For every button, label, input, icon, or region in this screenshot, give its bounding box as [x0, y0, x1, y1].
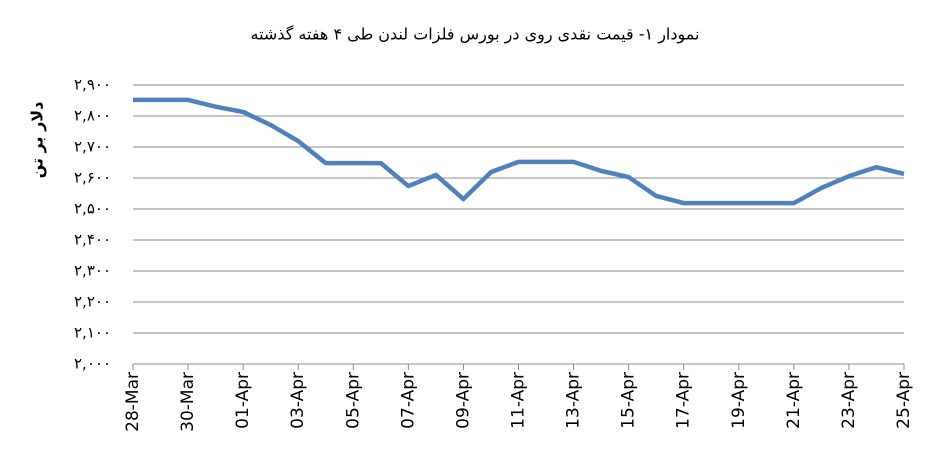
y-tick-label: ۲,۱۰۰ [74, 324, 111, 342]
x-tick-label: 17-Apr [674, 372, 694, 429]
x-tick-label: 30-Mar [178, 372, 198, 432]
y-tick-label: ۲,۹۰۰ [74, 76, 111, 94]
y-axis-label: دلار بر تن [28, 102, 47, 179]
chart-title: نمودار ۱- قیمت نقدی روی در بورس فلزات لن… [251, 25, 700, 45]
x-tick-label: 03-Apr [288, 372, 308, 429]
y-tick-label: ۲,۳۰۰ [74, 262, 111, 280]
x-tick-label: 05-Apr [343, 372, 363, 429]
y-tick-label: ۲,۲۰۰ [74, 293, 111, 311]
x-tick-label: 28-Mar [123, 372, 143, 432]
x-tick-label: 09-Apr [453, 372, 473, 429]
y-tick-label: ۲,۸۰۰ [74, 107, 111, 125]
x-tick-label: 25-Apr [894, 372, 914, 429]
x-tick-label: 21-Apr [784, 372, 804, 429]
y-tick-label: ۲,۴۰۰ [74, 231, 111, 249]
x-tick-label: 23-Apr [839, 372, 859, 429]
x-tick-label: 07-Apr [398, 372, 418, 429]
y-tick-label: ۲,۰۰۰ [74, 355, 111, 373]
y-tick-label: ۲,۶۰۰ [74, 169, 111, 187]
y-tick-label: ۲,۷۰۰ [74, 138, 111, 156]
y-tick-label: ۲,۵۰۰ [74, 200, 111, 218]
x-tick-label: 01-Apr [233, 372, 253, 429]
line-series [133, 97, 905, 206]
x-tick-label: 11-Apr [509, 372, 529, 429]
x-tick-label: 19-Apr [729, 372, 749, 429]
x-tick-label: 13-Apr [564, 372, 584, 429]
x-tick-label: 15-Apr [619, 372, 639, 429]
